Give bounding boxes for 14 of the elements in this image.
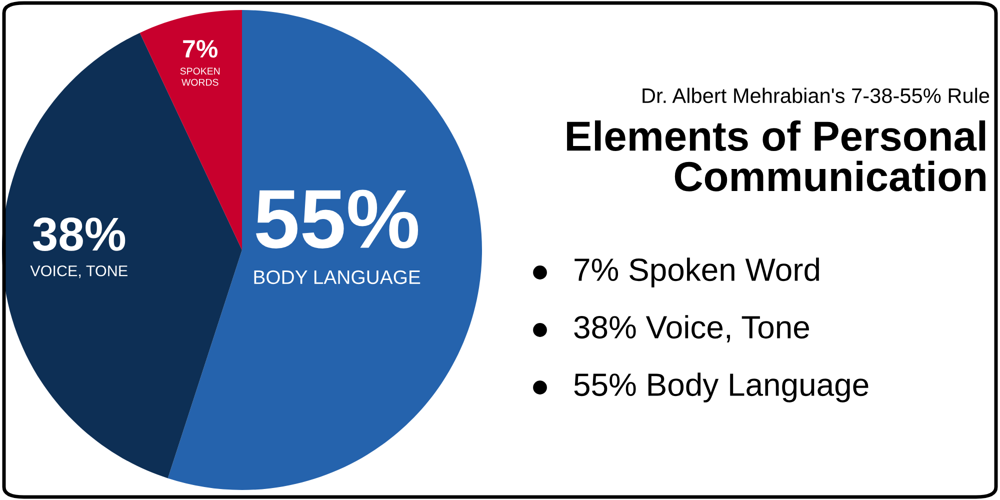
pie-slice [2,32,242,478]
text: 7% Spoken Word [574,258,819,288]
data-label: 38% [32,217,126,251]
slice-label: VOICE, TONE [30,265,128,278]
pie-slice [168,10,482,490]
pie-slice [140,10,242,250]
text: 38% Voice, Tone [574,315,809,342]
slice-label: BODY LANGUAGE [254,270,420,284]
slice-label: SPOKEN WORDS [180,68,220,86]
text: Elements of Personal Communication [567,120,986,192]
data-label: 7% [183,40,218,58]
text: 55% Body Language [574,372,868,402]
text: Dr. Albert Mehrabian's 7-38-55% Rule [642,88,990,104]
data-label: 55% [256,190,418,249]
